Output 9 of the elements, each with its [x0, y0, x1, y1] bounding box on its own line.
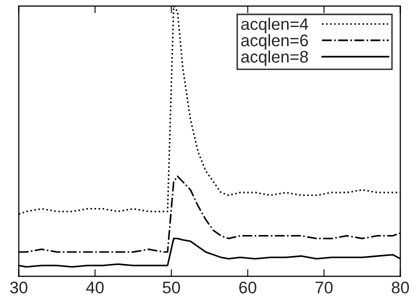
x-tick-label: 60	[239, 282, 256, 294]
x-tick-label: 40	[86, 282, 104, 294]
x-tick-label: 50	[162, 282, 180, 294]
legend-label: acqlen=6	[241, 34, 308, 50]
legend-label: acqlen=8	[241, 50, 308, 66]
legend-label: acqlen=4	[241, 18, 308, 34]
x-tick-label: 30	[10, 282, 28, 294]
x-tick-label: 80	[392, 282, 409, 294]
x-tick-label: 70	[316, 282, 333, 294]
